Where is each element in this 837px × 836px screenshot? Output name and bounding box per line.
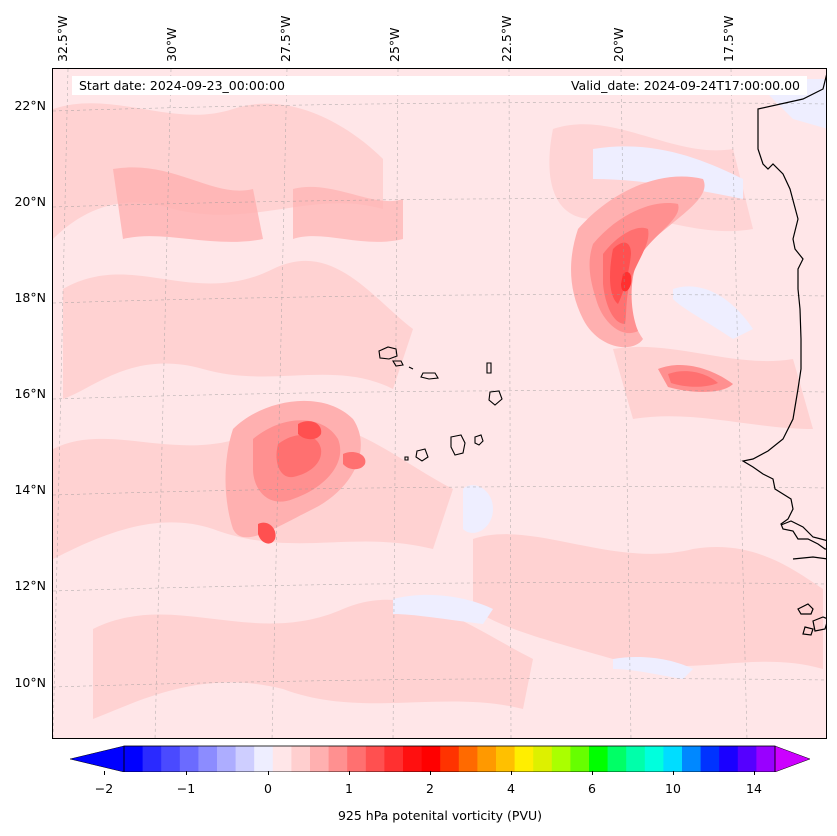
lat-label: 22°N [14, 98, 46, 113]
colorbar-under-arrow [70, 745, 125, 772]
colorbar-segment [421, 746, 441, 772]
lat-label: 10°N [14, 675, 46, 690]
colorbar-segment [663, 746, 683, 772]
lat-label: 16°N [14, 386, 46, 401]
colorbar-over-arrow [774, 745, 810, 772]
start-date-label: Start date: 2024-09-23_00:00:00 [79, 78, 285, 93]
colorbar-segment [644, 746, 664, 772]
colorbar-segment [607, 746, 627, 772]
coastline [741, 74, 826, 636]
lat-label: 12°N [14, 578, 46, 593]
colorbar-tick-label: 10 [665, 781, 681, 796]
colorbar-tick-label: −1 [176, 781, 196, 796]
colorbar-segment [551, 746, 571, 772]
colorbar-segment [403, 746, 423, 772]
colorbar-segment [570, 746, 590, 772]
lon-label: 17.5°W [721, 15, 736, 62]
colorbar-segment [533, 746, 553, 772]
colorbar-segment [700, 746, 720, 772]
colorbar-segment [458, 746, 478, 772]
colorbar-segment [217, 746, 237, 772]
colorbar-segment [291, 746, 311, 772]
colorbar-segment [682, 746, 702, 772]
colorbar-tick-label: 6 [588, 781, 596, 796]
lon-label: 30°W [164, 27, 179, 62]
colorbar-tick-label: 4 [507, 781, 515, 796]
colorbar-tick [104, 771, 105, 775]
colorbar-tick-label: 0 [264, 781, 272, 796]
colorbar-border [123, 745, 776, 772]
lon-label: 32.5°W [55, 15, 70, 62]
colorbar-tick-label: 2 [426, 781, 434, 796]
colorbar-segment [626, 746, 646, 772]
colorbar-tick-label: 1 [345, 781, 353, 796]
colorbar-segment [756, 746, 776, 772]
colorbar-tick [268, 771, 269, 775]
colorbar-segment [384, 746, 404, 772]
colorbar-tick-label: 14 [746, 781, 762, 796]
colorbar-segment [161, 746, 181, 772]
colorbar-segment [514, 746, 534, 772]
lat-label: 20°N [14, 194, 46, 209]
lat-label: 14°N [14, 482, 46, 497]
pv-field [53, 79, 826, 719]
lat-label: 18°N [14, 290, 46, 305]
colorbar-segment [365, 746, 385, 772]
colorbar-segment [310, 746, 330, 772]
colorbar [70, 745, 810, 772]
colorbar-segment [589, 746, 609, 772]
colorbar-tick-label: −2 [94, 781, 114, 796]
colorbar-segment [142, 746, 162, 772]
colorbar-tick [349, 771, 350, 775]
colorbar-segment [179, 746, 199, 772]
colorbar-tick [186, 771, 187, 775]
colorbar-segment [496, 746, 516, 772]
map-canvas [53, 69, 826, 738]
colorbar-segment [124, 746, 144, 772]
colorbar-title: 925 hPa potenital vorticity (PVU) [337, 808, 543, 823]
valid-date-label: Valid_date: 2024-09-24T17:00:00.00 [570, 78, 800, 93]
colorbar-segment [198, 746, 218, 772]
colorbar-tick [673, 771, 674, 775]
colorbar-segments [124, 746, 776, 772]
colorbar-segment [235, 746, 255, 772]
colorbar-segment [328, 746, 348, 772]
colorbar-segment [737, 746, 757, 772]
map-panel [52, 68, 827, 739]
colorbar-segment [347, 746, 367, 772]
colorbar-segment [477, 746, 497, 772]
colorbar-segment [440, 746, 460, 772]
colorbar-segment [254, 746, 274, 772]
lon-label: 22.5°W [499, 15, 514, 62]
colorbar-tick [592, 771, 593, 775]
colorbar-tick [430, 771, 431, 775]
lon-label: 25°W [387, 27, 402, 62]
colorbar-tick [511, 771, 512, 775]
colorbar-segment [272, 746, 292, 772]
colorbar-tick [754, 771, 755, 775]
lon-label: 27.5°W [278, 15, 293, 62]
islands [378, 346, 503, 462]
colorbar-segment [719, 746, 739, 772]
lon-label: 20°W [611, 27, 626, 62]
header-strip [72, 76, 807, 95]
graticule [53, 69, 826, 738]
